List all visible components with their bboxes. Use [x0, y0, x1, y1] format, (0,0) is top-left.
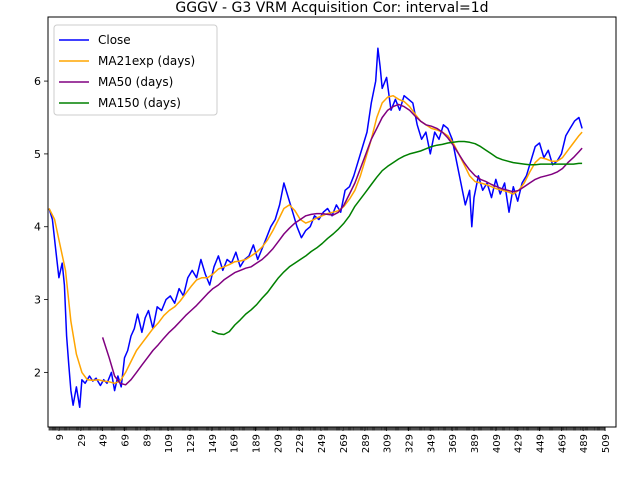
- legend-label-1: MA21exp (days): [98, 54, 195, 68]
- x-tick-label: 249: [317, 434, 328, 453]
- x-tick-label: 209: [273, 434, 284, 453]
- x-tick-label: 129: [186, 434, 197, 453]
- legend-label-0: Close: [98, 33, 131, 47]
- x-tick-label: 109: [164, 434, 175, 453]
- x-tick-label: 349: [426, 434, 437, 453]
- series-line-2: [101, 103, 583, 386]
- x-tick-label: 289: [361, 434, 372, 453]
- chart-title: GGGV - G3 VRM Acquisition Cor: interval=…: [175, 0, 488, 16]
- legend-box: [53, 24, 218, 116]
- x-tick-label: 409: [492, 434, 503, 453]
- y-tick-label: 6: [34, 75, 41, 88]
- x-tick-label: 69: [120, 434, 131, 447]
- x-tick-label: 89: [142, 434, 153, 447]
- legend: Close MA21exp (days) MA50 (days) MA150 (day…: [53, 24, 218, 116]
- x-tick-label: 329: [404, 434, 415, 453]
- x-tick-label: 509: [601, 434, 612, 453]
- x-tick-label: 369: [448, 434, 459, 453]
- x-tick-label: 189: [252, 434, 263, 453]
- x-tick-label: 489: [579, 434, 590, 453]
- x-tick-label: 229: [295, 434, 306, 453]
- y-axis: 2 3 4 5 6: [34, 75, 48, 379]
- x-tick-label: 309: [383, 434, 394, 453]
- x-tick-label: 49: [99, 434, 110, 447]
- x-tick-label: 149: [208, 434, 219, 453]
- y-tick-label: 3: [34, 294, 41, 307]
- legend-label-3: MA150 (days): [98, 96, 181, 110]
- y-tick-label: 2: [34, 366, 41, 379]
- series-line-1: [48, 94, 583, 385]
- x-tick-label: 9: [55, 434, 66, 440]
- y-tick-label: 5: [34, 148, 41, 161]
- x-tick-label: 429: [514, 434, 525, 453]
- y-tick-label: 4: [34, 221, 41, 234]
- x-tick-label: 389: [470, 434, 481, 453]
- x-tick-label: 269: [339, 434, 350, 453]
- series-layer: [48, 47, 583, 409]
- legend-label-2: MA50 (days): [98, 75, 173, 89]
- series-line-3: [211, 140, 583, 336]
- x-tick-label: 449: [536, 434, 547, 453]
- x-axis-minor-ticks: [48, 427, 606, 431]
- x-tick-label: 29: [77, 434, 88, 447]
- x-tick-label: 469: [557, 434, 568, 453]
- x-tick-label: 169: [230, 434, 241, 453]
- x-axis: 9 29 49 69 89 109 129 149 169 189 209 229 249 269 289 3…: [48, 427, 612, 453]
